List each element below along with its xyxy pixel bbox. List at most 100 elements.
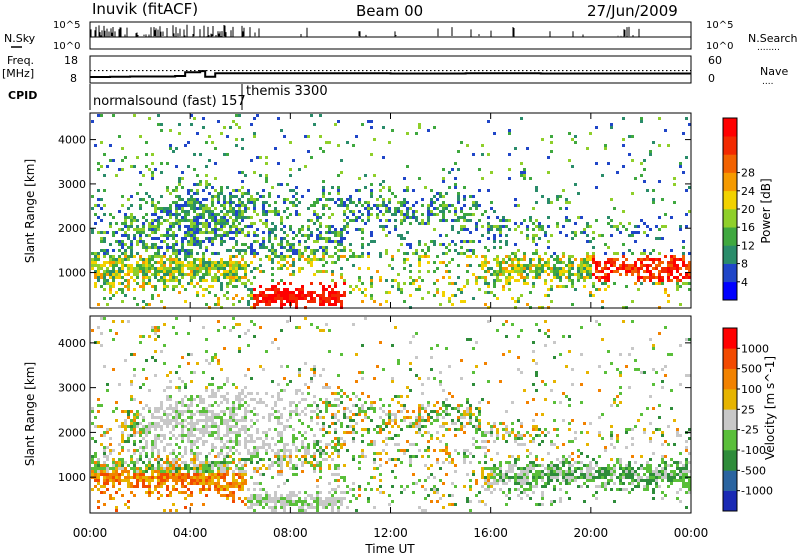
data-cell: [412, 279, 415, 282]
data-cell: [454, 162, 457, 165]
data-cell: [169, 380, 172, 383]
data-cell: [223, 395, 226, 398]
data-cell: [472, 425, 475, 428]
data-cell: [184, 473, 187, 476]
data-cell: [280, 255, 283, 258]
data-cell: [418, 222, 421, 225]
data-cell: [328, 285, 331, 288]
data-cell: [559, 276, 562, 279]
data-cell: [196, 198, 199, 201]
data-cell: [643, 180, 646, 183]
data-cell: [244, 192, 247, 195]
data-cell: [121, 446, 124, 449]
station-title: Inuvik (fitACF): [92, 0, 198, 18]
data-cell: [244, 234, 247, 237]
data-cell: [574, 288, 577, 291]
data-cell: [340, 422, 343, 425]
data-cell: [265, 201, 268, 204]
data-cell: [271, 222, 274, 225]
data-cell: [241, 398, 244, 401]
data-cell: [436, 198, 439, 201]
data-cell: [241, 228, 244, 231]
data-cell: [109, 428, 112, 431]
data-cell: [442, 243, 445, 246]
data-cell: [607, 267, 610, 270]
data-cell: [280, 449, 283, 452]
data-cell: [178, 416, 181, 419]
data-cell: [187, 204, 190, 207]
data-cell: [406, 243, 409, 246]
data-cell: [127, 437, 130, 440]
data-cell: [289, 243, 292, 246]
data-cell: [274, 509, 277, 512]
data-cell: [223, 231, 226, 234]
data-cell: [289, 297, 292, 300]
data-cell: [364, 416, 367, 419]
data-cell: [232, 419, 235, 422]
data-cell: [361, 410, 364, 413]
data-cell: [157, 491, 160, 494]
data-cell: [346, 506, 349, 509]
data-cell: [451, 225, 454, 228]
data-cell: [265, 431, 268, 434]
data-cell: [139, 335, 142, 338]
data-cell: [268, 258, 271, 261]
data-cell: [115, 222, 118, 225]
data-cell: [373, 506, 376, 509]
data-cell: [685, 189, 688, 192]
data-cell: [649, 276, 652, 279]
data-cell: [196, 222, 199, 225]
data-cell: [460, 359, 463, 362]
data-cell: [409, 443, 412, 446]
data-cell: [112, 320, 115, 323]
data-cell: [232, 413, 235, 416]
data-cell: [421, 407, 424, 410]
data-cell: [157, 216, 160, 219]
data-cell: [559, 261, 562, 264]
data-cell: [304, 497, 307, 500]
data-cell: [313, 464, 316, 467]
data-cell: [166, 374, 169, 377]
data-cell: [295, 473, 298, 476]
data-cell: [274, 255, 277, 258]
data-cell: [247, 231, 250, 234]
data-cell: [256, 446, 259, 449]
data-cell: [199, 201, 202, 204]
data-cell: [154, 407, 157, 410]
data-cell: [478, 219, 481, 222]
data-cell: [301, 446, 304, 449]
data-cell: [184, 219, 187, 222]
data-cell: [460, 291, 463, 294]
data-cell: [181, 177, 184, 180]
data-cell: [622, 144, 625, 147]
data-cell: [115, 261, 118, 264]
data-cell: [151, 246, 154, 249]
data-cell: [484, 246, 487, 249]
data-cell: [145, 464, 148, 467]
data-cell: [187, 482, 190, 485]
data-cell: [97, 276, 100, 279]
data-cell: [244, 216, 247, 219]
data-cell: [250, 282, 253, 285]
data-cell: [262, 401, 265, 404]
data-cell: [253, 323, 256, 326]
data-cell: [448, 503, 451, 506]
data-cell: [226, 467, 229, 470]
data-cell: [295, 186, 298, 189]
data-cell: [421, 213, 424, 216]
data-cell: [223, 153, 226, 156]
data-cell: [163, 279, 166, 282]
data-cell: [238, 264, 241, 267]
data-cell: [316, 500, 319, 503]
data-cell: [331, 279, 334, 282]
data-cell: [217, 300, 220, 303]
data-cell: [328, 207, 331, 210]
data-cell: [241, 389, 244, 392]
data-cell: [109, 264, 112, 267]
data-cell: [268, 240, 271, 243]
data-cell: [256, 297, 259, 300]
data-cell: [604, 282, 607, 285]
data-cell: [169, 234, 172, 237]
data-cell: [436, 458, 439, 461]
data-cell: [634, 240, 637, 243]
